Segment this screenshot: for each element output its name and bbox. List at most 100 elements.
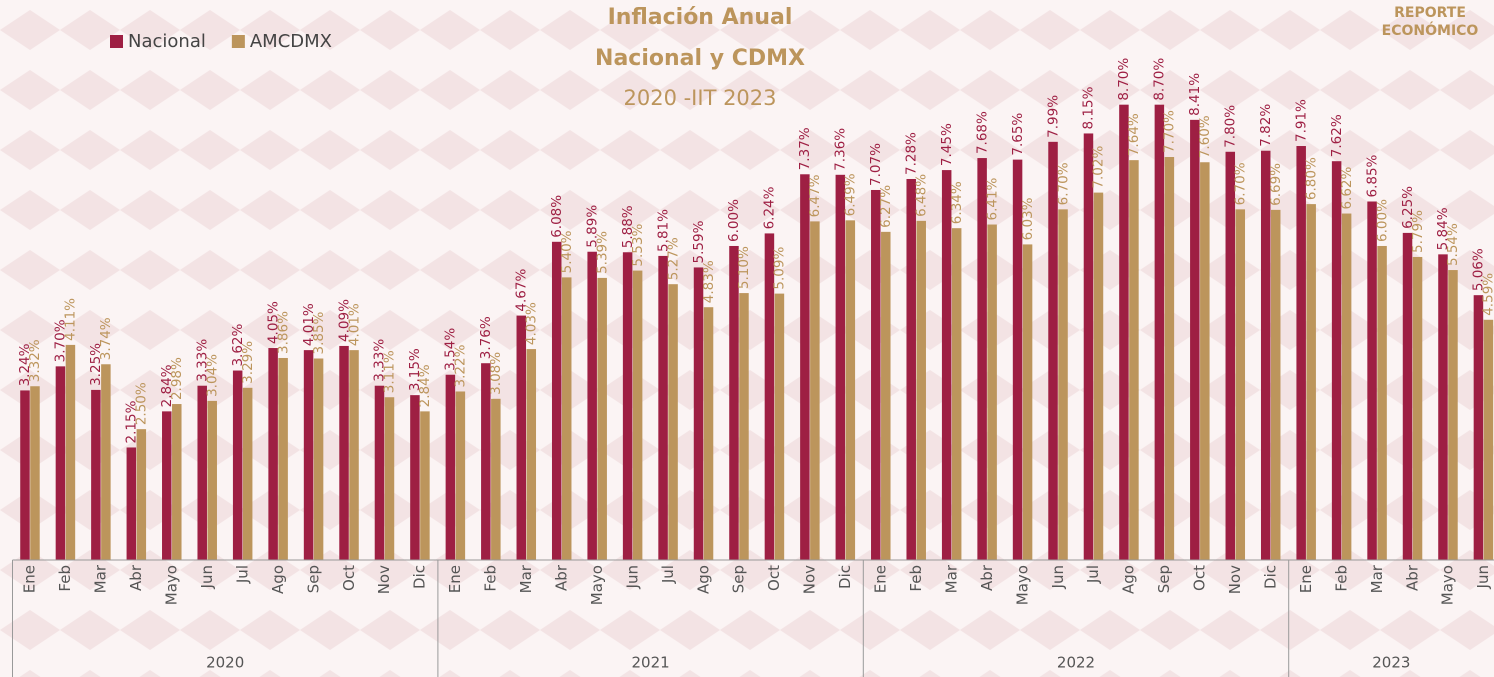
bar	[729, 246, 739, 560]
legend-swatch	[110, 35, 123, 48]
bar	[987, 225, 997, 560]
bar	[268, 348, 278, 560]
bar	[916, 221, 926, 560]
bar	[91, 390, 101, 560]
data-label: 5.39%	[594, 231, 610, 274]
x-tick-label: Feb	[56, 565, 74, 592]
x-tick-label: Ago	[694, 565, 712, 594]
bar	[197, 386, 207, 560]
bar	[375, 386, 385, 560]
x-tick-label: Dic	[1261, 565, 1279, 589]
data-label: 3.22%	[453, 344, 469, 387]
x-tick-label: Mayo	[588, 565, 606, 605]
data-label: 5.79%	[1410, 210, 1426, 253]
data-label: 8.70%	[1152, 58, 1168, 101]
data-label: 4.59%	[1481, 273, 1494, 316]
x-tick-label: Ene	[446, 565, 464, 593]
bar	[881, 232, 891, 560]
bar	[1367, 201, 1377, 560]
bar	[1306, 204, 1316, 560]
bar	[597, 278, 607, 560]
bar	[1236, 209, 1246, 560]
data-label: 5.59%	[691, 220, 707, 263]
bar	[810, 221, 820, 560]
data-label: 5.40%	[559, 230, 575, 273]
bar	[1084, 133, 1094, 560]
bar	[623, 252, 633, 560]
bar	[527, 349, 537, 560]
x-tick-label: Ago	[1120, 565, 1138, 594]
chart-subtitle: 2020 -IIT 2023	[623, 86, 776, 110]
group-label: 2021	[632, 654, 670, 672]
bar	[410, 395, 420, 560]
x-tick-label: Ene	[872, 565, 890, 593]
bar	[304, 350, 314, 560]
bar	[942, 170, 952, 560]
data-label: 7.45%	[939, 123, 955, 166]
logo: REPORTE	[1394, 5, 1466, 21]
data-label: 5.54%	[1445, 223, 1461, 266]
bar	[1403, 233, 1413, 560]
bar	[1094, 193, 1104, 560]
bar	[1474, 295, 1484, 560]
bar	[704, 307, 714, 560]
bar	[1261, 151, 1271, 560]
data-label: 7.62%	[1329, 114, 1345, 157]
bar	[137, 429, 147, 560]
bar	[952, 228, 962, 560]
data-label: 3.11%	[382, 350, 398, 393]
bar	[1226, 152, 1236, 560]
data-label: 7.37%	[797, 127, 813, 170]
data-label: 7.70%	[1162, 110, 1178, 153]
data-label: 7.28%	[903, 132, 919, 175]
data-label: 7.82%	[1258, 104, 1274, 147]
bar	[1165, 157, 1175, 560]
bar	[846, 220, 856, 560]
data-label: 6.27%	[878, 185, 894, 228]
x-tick-label: Sep	[1155, 565, 1173, 593]
bar	[101, 364, 111, 560]
data-label: 7.36%	[833, 128, 849, 171]
bar	[552, 242, 562, 560]
legend-swatch	[232, 35, 245, 48]
x-tick-label: Mar	[1368, 564, 1386, 593]
data-label: 6.69%	[1268, 163, 1284, 206]
data-label: 7.99%	[1045, 95, 1061, 138]
bar	[1413, 257, 1423, 560]
bar	[1438, 254, 1448, 560]
data-label: 6.47%	[807, 174, 823, 217]
data-label: 6.80%	[1303, 157, 1319, 200]
bar	[278, 358, 288, 560]
bar	[446, 375, 456, 560]
x-tick-label: Jul	[233, 565, 251, 584]
data-label: 7.91%	[1293, 99, 1309, 142]
x-tick-label: Jul	[1084, 565, 1102, 584]
bar	[1155, 105, 1165, 560]
data-label: 6.70%	[1055, 162, 1071, 205]
bar	[562, 277, 572, 560]
data-label: 3.29%	[240, 341, 256, 384]
data-label: 3.32%	[27, 339, 43, 382]
group-label: 2022	[1057, 654, 1095, 672]
bar	[1377, 246, 1387, 560]
x-tick-label: Abr	[1403, 564, 1421, 591]
chart: Inflación Anual Nacional y CDMX 2020 -II…	[0, 0, 1494, 677]
data-label: 6.62%	[1339, 166, 1355, 209]
data-label: 7.02%	[1091, 146, 1107, 189]
bar	[30, 386, 39, 560]
legend-label: Nacional	[128, 31, 206, 52]
bar	[1342, 214, 1352, 560]
bar	[775, 294, 785, 560]
bar	[1271, 210, 1281, 560]
data-label: 6.00%	[726, 199, 742, 242]
data-label: 7.68%	[974, 111, 990, 154]
x-tick-label: Oct	[340, 565, 358, 591]
group-label: 2023	[1372, 654, 1410, 672]
data-label: 6.41%	[984, 177, 1000, 220]
bar	[587, 252, 597, 560]
data-label: 5.10%	[736, 246, 752, 289]
bar	[233, 371, 243, 560]
bar	[349, 350, 359, 560]
data-label: 3.86%	[275, 311, 291, 354]
bar	[1200, 162, 1210, 560]
